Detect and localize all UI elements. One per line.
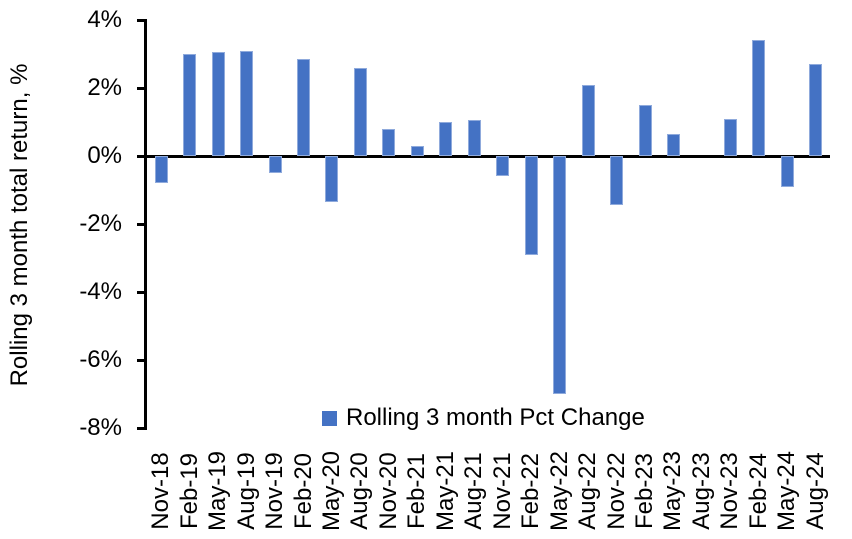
y-tick-label: -6% [79,346,122,373]
y-tick-label: -2% [79,210,122,237]
bar [297,59,311,156]
bar [638,105,652,156]
bar [211,52,225,156]
y-axis-tick [137,426,147,430]
y-tick-label: 4% [87,6,122,33]
bar [325,156,339,202]
x-tick-label: Feb-21 [403,452,431,530]
bar [183,54,197,156]
x-tick-label: Aug-24 [801,452,829,530]
y-axis-tick [137,18,147,22]
x-tick-label: Nov-21 [488,452,516,530]
x-tick-label: May-24 [773,450,801,532]
x-tick-label: Aug-21 [460,452,488,530]
bar [467,120,481,156]
bar [553,156,567,394]
x-tick-label: Nov-20 [374,452,402,530]
bar [382,128,396,156]
bar [752,40,766,156]
bar [240,50,254,156]
x-tick-label: Nov-18 [147,452,175,530]
y-axis-tick [137,154,147,158]
y-tick-label: -4% [79,278,122,305]
bar [809,64,823,156]
bar [780,156,794,187]
x-tick-label: Nov-19 [261,452,289,530]
y-tick-label: 0% [87,142,122,169]
x-tick-label: Feb-24 [744,452,772,530]
y-tick-label: -8% [79,414,122,441]
bar [353,67,367,156]
x-tick-label: Aug-20 [346,452,374,530]
bar [723,118,737,156]
x-axis-zero-line [144,154,830,158]
bar [524,156,538,255]
y-axis-tick [137,358,147,362]
x-tick-label: May-22 [545,450,573,532]
x-tick-label: Feb-19 [175,452,203,530]
x-tick-label: Feb-23 [631,452,659,530]
x-tick-label: Nov-22 [602,452,630,530]
bar [581,84,595,156]
x-tick-label: Feb-22 [517,452,545,530]
x-tick-label: Nov-23 [716,452,744,530]
bar [666,133,680,156]
x-tick-label: May-21 [431,450,459,532]
bar [496,156,510,177]
bar [154,156,168,184]
legend-swatch-icon [322,410,337,426]
x-tick-label: Feb-20 [289,452,317,530]
y-axis-tick [137,290,147,294]
x-tick-label: May-19 [204,450,232,532]
legend-label: Rolling 3 month Pct Change [346,404,645,431]
bar [268,156,282,173]
y-axis-tick [137,222,147,226]
x-tick-label: Aug-19 [232,452,260,530]
x-tick-label: May-20 [317,450,345,532]
y-axis-tick [137,86,147,90]
x-tick-label: May-23 [659,450,687,532]
bar [439,122,453,156]
x-tick-label: Aug-23 [687,452,715,530]
y-tick-label: 2% [87,74,122,101]
bar [610,156,624,206]
x-tick-label: Aug-22 [574,452,602,530]
bar [410,145,424,156]
legend: Rolling 3 month Pct Change [322,404,645,432]
